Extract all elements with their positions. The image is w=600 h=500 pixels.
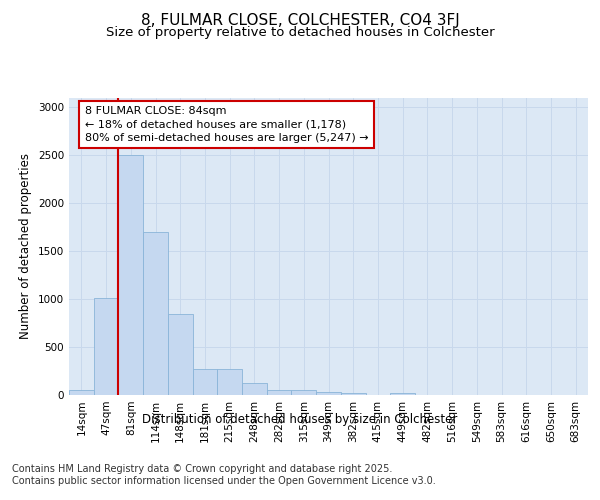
Bar	[292, 390, 316, 395]
Text: Contains public sector information licensed under the Open Government Licence v3: Contains public sector information licen…	[12, 476, 436, 486]
Text: 8 FULMAR CLOSE: 84sqm
← 18% of detached houses are smaller (1,178)
80% of semi-d: 8 FULMAR CLOSE: 84sqm ← 18% of detached …	[85, 106, 368, 143]
Bar	[341, 392, 365, 395]
Bar	[193, 369, 217, 395]
Bar	[267, 390, 292, 395]
Bar	[390, 393, 415, 395]
Bar	[118, 155, 143, 395]
Text: 8, FULMAR CLOSE, COLCHESTER, CO4 3FJ: 8, FULMAR CLOSE, COLCHESTER, CO4 3FJ	[140, 12, 460, 28]
Bar	[143, 232, 168, 395]
Bar	[316, 392, 341, 395]
Y-axis label: Number of detached properties: Number of detached properties	[19, 153, 32, 340]
Bar	[242, 384, 267, 395]
Text: Size of property relative to detached houses in Colchester: Size of property relative to detached ho…	[106, 26, 494, 39]
Bar	[94, 298, 118, 395]
Text: Contains HM Land Registry data © Crown copyright and database right 2025.: Contains HM Land Registry data © Crown c…	[12, 464, 392, 474]
Bar	[168, 314, 193, 395]
Text: Distribution of detached houses by size in Colchester: Distribution of detached houses by size …	[142, 412, 458, 426]
Bar	[217, 368, 242, 395]
Bar	[69, 390, 94, 395]
